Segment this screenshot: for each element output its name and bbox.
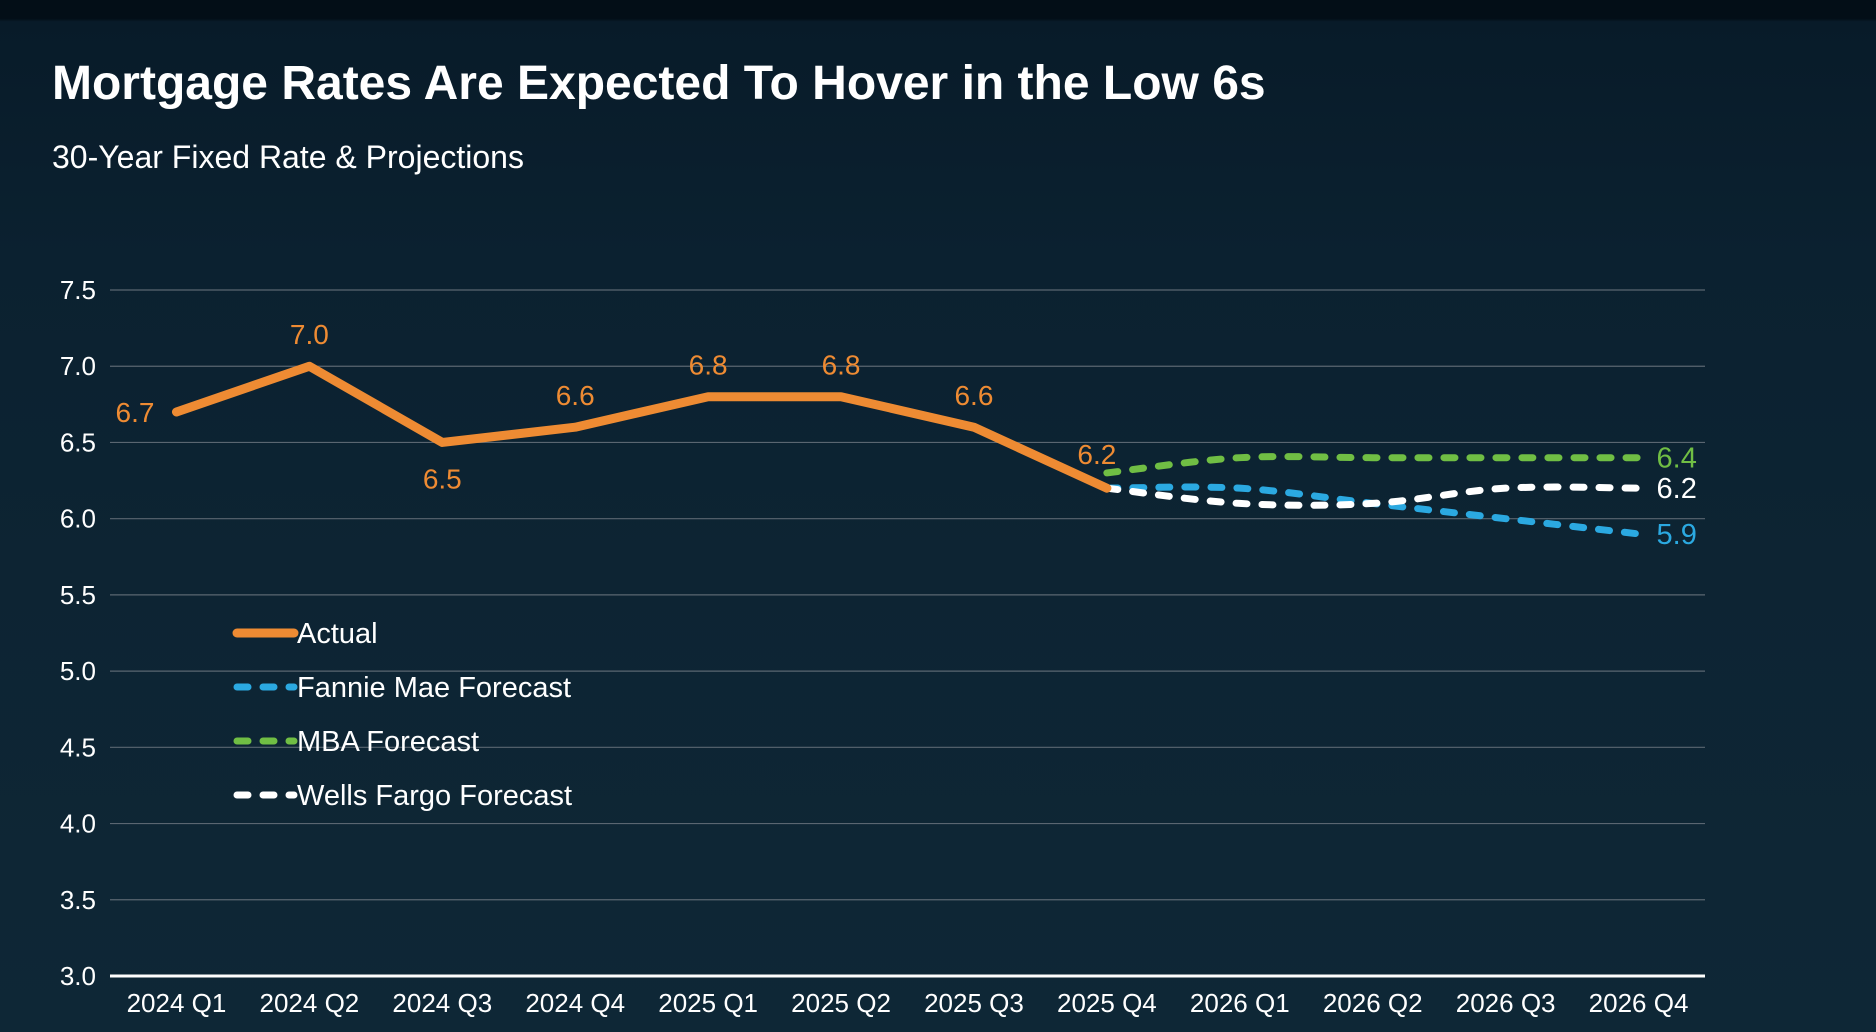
data-label-actual: 7.0 (290, 319, 329, 350)
x-axis-category-label: 2025 Q2 (791, 988, 891, 1018)
y-axis-tick-label: 6.0 (60, 504, 96, 534)
end-label-mba-forecast: 6.4 (1657, 443, 1697, 475)
data-label-actual: 6.7 (116, 397, 155, 428)
x-axis-category-label: 2024 Q1 (127, 988, 227, 1018)
x-axis-category-label: 2024 Q4 (525, 988, 625, 1018)
end-label-fannie-mae-forecast: 5.9 (1657, 519, 1697, 551)
x-axis-category-label: 2025 Q3 (924, 988, 1024, 1018)
legend-label-fannie-mae-forecast: Fannie Mae Forecast (297, 672, 571, 704)
x-axis-category-label: 2024 Q2 (260, 988, 360, 1018)
x-axis-category-label: 2024 Q3 (392, 988, 492, 1018)
series-line-wells-fargo-forecast (1103, 483, 1643, 509)
y-axis-tick-label: 4.0 (60, 809, 96, 839)
x-axis-category-label: 2026 Q2 (1323, 988, 1423, 1018)
x-axis-category-label: 2026 Q3 (1456, 988, 1556, 1018)
x-axis-category-label: 2026 Q1 (1190, 988, 1290, 1018)
y-axis-tick-label: 3.0 (60, 961, 96, 991)
data-label-actual: 6.8 (689, 350, 728, 381)
y-axis-tick-label: 3.5 (60, 885, 96, 915)
legend-label-mba-forecast: MBA Forecast (297, 726, 479, 758)
y-axis-tick-label: 7.5 (60, 275, 96, 305)
x-axis-category-label: 2025 Q1 (658, 988, 758, 1018)
data-label-actual: 6.6 (556, 380, 595, 411)
series-line-mba-forecast (1103, 453, 1643, 477)
series-line-actual (171, 361, 1112, 493)
y-axis-tick-label: 5.5 (60, 580, 96, 610)
chart-header: Mortgage Rates Are Expected To Hover in … (52, 56, 1266, 176)
chart-title: Mortgage Rates Are Expected To Hover in … (52, 57, 1266, 110)
y-axis-tick-label: 7.0 (60, 351, 96, 381)
series-line-fannie-mae-forecast (1103, 483, 1643, 538)
legend-label-actual: Actual (297, 618, 378, 650)
y-axis-tick-label: 6.5 (60, 427, 96, 457)
data-label-actual: 6.2 (1077, 439, 1116, 470)
data-label-actual: 6.8 (822, 350, 861, 381)
y-axis-tick-label: 4.5 (60, 732, 96, 762)
x-axis-category-label: 2026 Q4 (1589, 988, 1689, 1018)
data-label-actual: 6.6 (954, 380, 993, 411)
x-axis-category-label: 2025 Q4 (1057, 988, 1157, 1018)
data-label-actual: 6.5 (423, 463, 462, 494)
chart-subtitle: 30-Year Fixed Rate & Projections (52, 139, 524, 176)
legend-label-wells-fargo-forecast: Wells Fargo Forecast (297, 780, 572, 812)
y-axis-tick-label: 5.0 (60, 656, 96, 686)
end-label-wells-fargo-forecast: 6.2 (1657, 473, 1697, 505)
